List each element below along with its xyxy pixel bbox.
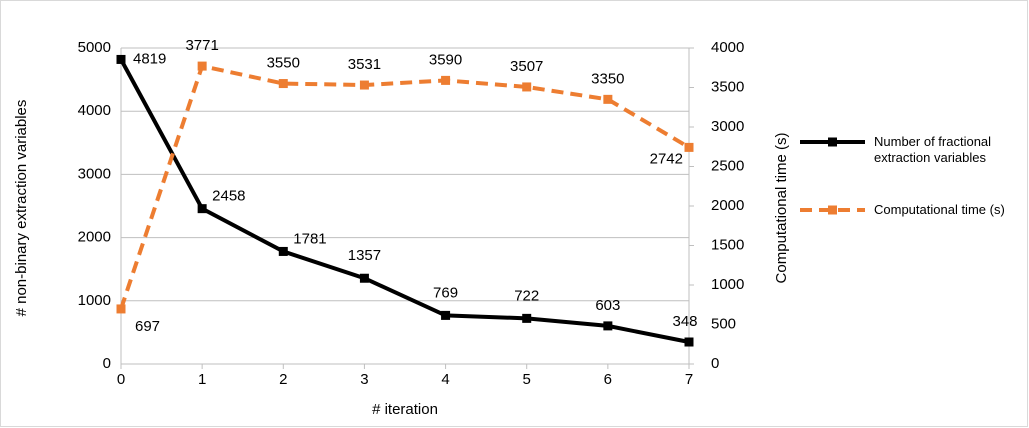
legend-label: Number of fractional extraction variable… xyxy=(874,134,992,165)
data-label: 3590 xyxy=(429,51,462,68)
point-marker xyxy=(116,304,126,314)
y2-tick-label: 0 xyxy=(711,355,719,372)
x-tick-label: 7 xyxy=(685,371,693,388)
data-label: 3350 xyxy=(591,70,624,87)
x-tick-label: 5 xyxy=(523,371,531,388)
y2-tick-label: 4000 xyxy=(711,39,744,56)
y2-tick-label: 500 xyxy=(711,315,736,332)
point-marker xyxy=(441,75,451,85)
data-label: 348 xyxy=(672,313,697,330)
legend-marker xyxy=(828,205,837,215)
y2-axis-title: Computational time (s) xyxy=(773,133,790,284)
data-label: 1781 xyxy=(293,230,326,247)
point-marker xyxy=(197,61,207,71)
y2-tick-label: 1000 xyxy=(711,276,744,293)
point-marker xyxy=(278,79,288,89)
point-marker xyxy=(359,273,369,283)
x-axis-title: # iteration xyxy=(372,401,438,418)
y2-tick-label: 2000 xyxy=(711,197,744,214)
point-marker xyxy=(197,204,207,214)
point-marker xyxy=(278,246,288,256)
x-tick-label: 3 xyxy=(360,371,368,388)
point-marker xyxy=(684,142,694,152)
data-label: 3550 xyxy=(267,55,300,72)
y2-tick-label: 1500 xyxy=(711,236,744,253)
x-tick-label: 0 xyxy=(117,371,125,388)
y2-tick-label: 3500 xyxy=(711,78,744,95)
legend-label: Computational time (s) xyxy=(874,202,1005,217)
data-label: 697 xyxy=(135,318,160,335)
point-marker xyxy=(116,54,126,64)
series-line xyxy=(119,63,691,310)
series-line xyxy=(119,58,690,344)
data-label: 1357 xyxy=(348,247,381,264)
y2-tick-label: 2500 xyxy=(711,157,744,174)
data-label: 3507 xyxy=(510,58,543,75)
point-marker xyxy=(603,94,613,104)
y-tick-label: 0 xyxy=(103,355,111,372)
data-label: 769 xyxy=(433,284,458,301)
y2-tick-label: 3000 xyxy=(711,118,744,135)
y-tick-label: 4000 xyxy=(78,102,111,119)
point-marker xyxy=(441,310,451,320)
y-tick-label: 5000 xyxy=(78,39,111,56)
y-tick-label: 3000 xyxy=(78,165,111,182)
data-label: 603 xyxy=(595,297,620,314)
y-tick-label: 2000 xyxy=(78,229,111,246)
x-tick-label: 1 xyxy=(198,371,206,388)
data-label: 2742 xyxy=(650,150,683,167)
data-label: 2458 xyxy=(212,188,245,205)
data-label: 3531 xyxy=(348,56,381,73)
y-tick-label: 1000 xyxy=(78,292,111,309)
point-marker xyxy=(522,82,532,92)
data-label: 3771 xyxy=(185,37,218,54)
legend-marker xyxy=(828,137,837,147)
point-marker xyxy=(522,313,532,323)
x-tick-label: 2 xyxy=(279,371,287,388)
point-marker xyxy=(359,80,369,90)
x-tick-label: 6 xyxy=(604,371,612,388)
data-label: 722 xyxy=(514,287,539,304)
point-marker xyxy=(603,321,613,331)
x-tick-label: 4 xyxy=(441,371,449,388)
y-axis-title: # non-binary extraction variables xyxy=(13,100,30,317)
point-marker xyxy=(684,337,694,347)
data-label: 4819 xyxy=(133,50,166,67)
